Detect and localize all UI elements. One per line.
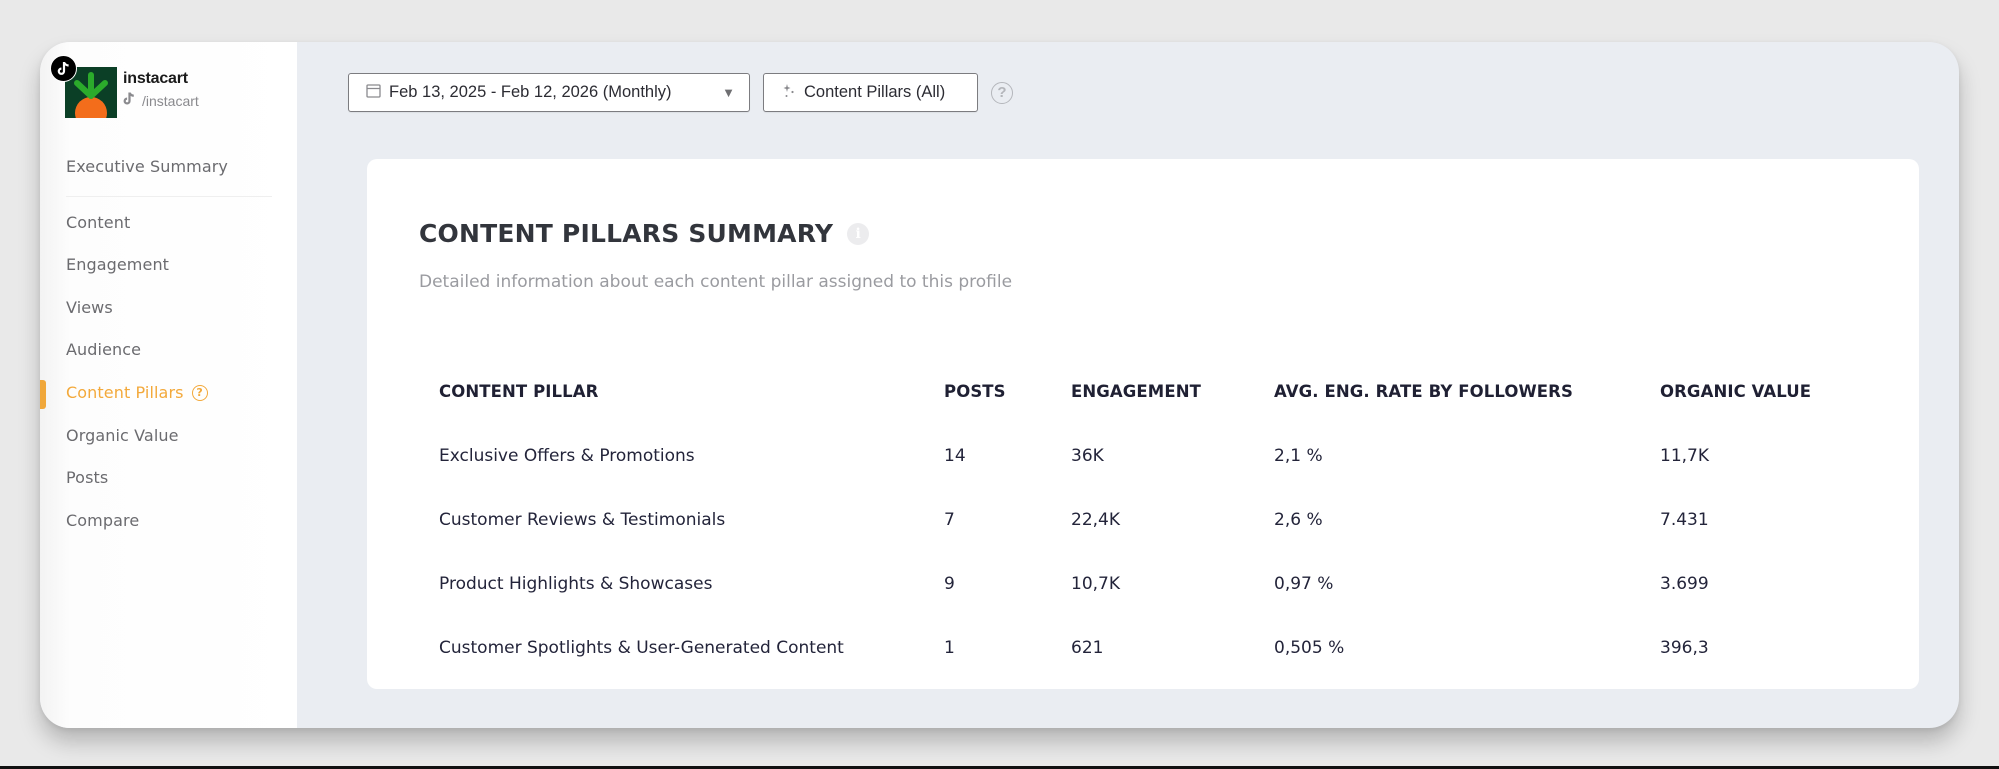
table-row[interactable]: Product Highlights & Showcases 9 10,7K 0… — [439, 574, 1889, 614]
table-row[interactable]: Customer Spotlights & User-Generated Con… — [439, 638, 1889, 678]
sidebar-item-organic-value[interactable]: Organic Value — [66, 426, 179, 445]
cell-organic-value: 7.431 — [1660, 510, 1709, 530]
help-icon[interactable]: ? — [991, 81, 1013, 104]
cell-avg-eng-rate: 0,97 % — [1274, 574, 1334, 594]
tiktok-badge-icon — [50, 55, 77, 82]
column-header-organic-value[interactable]: ORGANIC VALUE — [1660, 382, 1812, 401]
sidebar: instacart /instacart Executive Summary C… — [40, 42, 297, 728]
cell-posts: 1 — [944, 638, 955, 658]
filter-bar: Feb 13, 2025 - Feb 12, 2026 (Monthly) ▼ … — [348, 73, 1013, 112]
cell-pillar: Product Highlights & Showcases — [439, 574, 713, 594]
sidebar-item-label: Engagement — [66, 255, 170, 274]
cell-pillar: Exclusive Offers & Promotions — [439, 446, 695, 466]
sidebar-item-label: Organic Value — [66, 426, 179, 445]
cell-pillar: Customer Reviews & Testimonials — [439, 510, 726, 530]
table-header-row: CONTENT PILLAR POSTS ENGAGEMENT AVG. ENG… — [439, 382, 1889, 422]
card-title: CONTENT PILLARS SUMMARY — [419, 219, 834, 248]
cell-posts: 14 — [944, 446, 966, 466]
column-header-avg-eng-rate[interactable]: AVG. ENG. RATE BY FOLLOWERS — [1274, 382, 1573, 401]
profile-name: instacart — [123, 70, 188, 87]
content-pillars-filter[interactable]: Content Pillars (All) — [763, 73, 978, 112]
sidebar-divider — [66, 196, 272, 197]
help-icon[interactable]: ? — [191, 384, 208, 401]
cell-engagement: 621 — [1071, 638, 1104, 658]
sidebar-item-posts[interactable]: Posts — [66, 468, 108, 487]
info-icon[interactable]: i — [847, 222, 870, 245]
cell-organic-value: 3.699 — [1660, 574, 1709, 594]
screen-bottom-edge — [0, 766, 1999, 769]
sidebar-item-label: Compare — [66, 511, 140, 530]
sidebar-item-audience[interactable]: Audience — [66, 340, 141, 359]
chevron-down-icon: ▼ — [722, 85, 735, 100]
calendar-icon — [366, 83, 381, 103]
sidebar-item-compare[interactable]: Compare — [66, 511, 139, 530]
cell-avg-eng-rate: 2,6 % — [1274, 510, 1323, 530]
date-range-dropdown[interactable]: Feb 13, 2025 - Feb 12, 2026 (Monthly) ▼ — [348, 73, 750, 112]
cell-engagement: 36K — [1071, 446, 1104, 466]
carrot-shape — [75, 97, 107, 118]
table-row[interactable]: Customer Reviews & Testimonials 7 22,4K … — [439, 510, 1889, 550]
column-header-engagement[interactable]: ENGAGEMENT — [1071, 382, 1201, 401]
cell-engagement: 22,4K — [1071, 510, 1120, 530]
app-window: instacart /instacart Executive Summary C… — [40, 42, 1959, 728]
sidebar-item-label: Content Pillars — [66, 383, 184, 402]
cell-posts: 9 — [944, 574, 955, 594]
cell-organic-value: 396,3 — [1660, 638, 1709, 658]
card-subtitle: Detailed information about each content … — [419, 272, 1013, 292]
sidebar-item-label: Content — [66, 213, 131, 232]
content-pillars-label: Content Pillars (All) — [804, 83, 946, 101]
sidebar-item-content[interactable]: Content — [66, 213, 130, 232]
sidebar-item-executive-summary[interactable]: Executive Summary — [66, 157, 228, 176]
column-header-posts[interactable]: POSTS — [944, 382, 1006, 401]
sidebar-item-label: Posts — [66, 468, 109, 487]
cell-pillar: Customer Spotlights & User-Generated Con… — [439, 638, 844, 658]
profile-handle-row: /instacart — [123, 91, 199, 110]
profile-header[interactable]: instacart /instacart — [50, 55, 295, 122]
cell-avg-eng-rate: 2,1 % — [1274, 446, 1323, 466]
active-indicator — [40, 380, 46, 409]
profile-handle: /instacart — [142, 92, 199, 109]
card-header: CONTENT PILLARS SUMMARY i — [419, 219, 870, 248]
sidebar-item-engagement[interactable]: Engagement — [66, 255, 169, 274]
date-range-label: Feb 13, 2025 - Feb 12, 2026 (Monthly) — [389, 83, 672, 101]
sidebar-item-label: Audience — [66, 340, 142, 359]
cell-posts: 7 — [944, 510, 955, 530]
table-row[interactable]: Exclusive Offers & Promotions 14 36K 2,1… — [439, 446, 1889, 486]
cell-avg-eng-rate: 0,505 % — [1274, 638, 1345, 658]
sidebar-item-label: Views — [66, 298, 113, 317]
sidebar-item-views[interactable]: Views — [66, 298, 113, 317]
sparkle-icon — [782, 83, 796, 103]
leaf-shape — [74, 72, 108, 99]
content-pillars-summary-card: CONTENT PILLARS SUMMARY i Detailed infor… — [367, 159, 1919, 689]
sidebar-item-label: Executive Summary — [66, 157, 229, 176]
tiktok-icon — [123, 91, 136, 110]
column-header-content-pillar[interactable]: CONTENT PILLAR — [439, 382, 599, 401]
brand-logo — [65, 67, 117, 118]
sidebar-item-content-pillars[interactable]: Content Pillars ? — [66, 383, 208, 402]
cell-organic-value: 11,7K — [1660, 446, 1709, 466]
cell-engagement: 10,7K — [1071, 574, 1120, 594]
